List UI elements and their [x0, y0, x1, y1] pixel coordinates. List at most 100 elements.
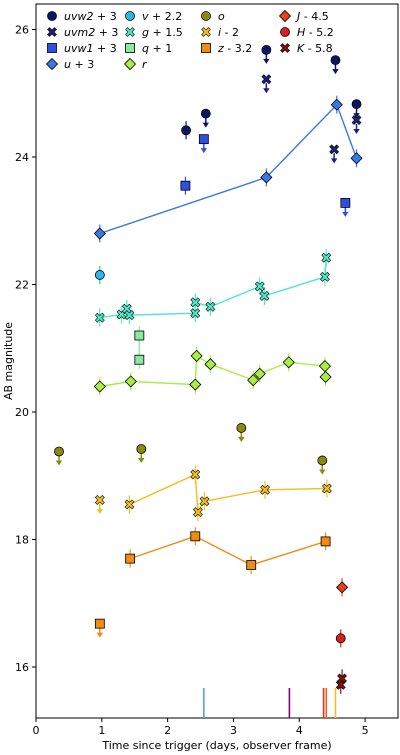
data-point [181, 125, 191, 136]
upper-limit-arrow [96, 627, 104, 638]
x-tick-label: 0 [33, 724, 40, 737]
legend-marker [125, 27, 135, 37]
data-point [260, 484, 270, 495]
data-point [94, 270, 105, 280]
data-point [124, 375, 137, 388]
data-point [321, 483, 332, 494]
legend-label: z - 3.2 [217, 42, 252, 55]
data-point [259, 291, 270, 301]
legend-marker [278, 9, 292, 23]
legend-marker [280, 27, 290, 37]
legend-marker [47, 43, 57, 53]
legend-marker [201, 11, 211, 21]
legend-marker [201, 43, 211, 53]
data-point [124, 310, 135, 321]
upper-limit-arrow [263, 83, 270, 94]
upper-limit-point [94, 495, 105, 505]
data-point [335, 679, 346, 690]
legend-marker [280, 43, 290, 53]
legend-label: K - 5.8 [297, 42, 333, 55]
legend-label: uvw2 + 3 [64, 10, 117, 23]
data-point [335, 633, 346, 644]
data-point [320, 271, 330, 282]
data-point [180, 180, 191, 191]
legend-label: v + 2.2 [142, 10, 182, 23]
data-point [190, 308, 201, 319]
plot-area: 0 1 2 3 4 5 16 18 20 22 24 26 [15, 3, 399, 737]
y-axis-title: AB magnitude [2, 322, 15, 400]
data-point [190, 469, 201, 480]
data-point [318, 360, 332, 373]
y-tick-label: 20 [15, 406, 29, 419]
data-point [253, 367, 266, 380]
upper-limit-arrow [319, 464, 326, 475]
upper-limit-arrow [238, 431, 245, 442]
data-point [189, 378, 202, 391]
legend-label: o [218, 10, 225, 23]
upper-limit-arrow [96, 503, 104, 514]
legend-marker [47, 11, 57, 21]
data-point [350, 152, 363, 165]
legend-label: J - 4.5 [295, 10, 329, 23]
upper-limit-arrow [138, 452, 145, 463]
upper-limit-arrow [330, 153, 338, 164]
legend: uvw2 + 3 uvm2 + 3 uvw1 + 3 u + 3 v + 2.2 g + … [45, 9, 334, 71]
data-point [320, 536, 331, 547]
x-tick-label: 2 [164, 724, 171, 737]
upper-limit-point [198, 134, 209, 145]
data-point [124, 499, 135, 510]
legend-label: uvm2 + 3 [64, 26, 118, 39]
legend-label: r [142, 58, 148, 71]
upper-limit-arrow [353, 108, 360, 119]
legend-label: i - 2 [218, 26, 239, 39]
upper-limit-point [261, 74, 272, 85]
upper-limit-arrow [202, 117, 210, 128]
x-axis-title: Time since trigger (days, observer frame… [101, 739, 331, 752]
data-point [330, 98, 343, 111]
data-point [199, 496, 210, 507]
x-tick-label: 1 [98, 724, 105, 737]
y-tick-label: 22 [15, 279, 29, 292]
data-point [192, 507, 203, 518]
data-point [337, 673, 347, 684]
data-point [190, 531, 201, 542]
data-point [190, 297, 201, 308]
data-point [204, 358, 217, 371]
series-line [129, 473, 327, 515]
y-tick-label: 18 [15, 534, 29, 547]
series-line [129, 535, 326, 566]
data-point [319, 370, 332, 384]
upper-limit-point [200, 108, 211, 119]
upper-limit-point [236, 423, 247, 433]
data-point [134, 330, 145, 341]
data-point [335, 581, 349, 594]
data-point [321, 252, 332, 263]
data-point [247, 374, 260, 387]
legend-label: H - 5.2 [297, 26, 334, 39]
legend-label: uvw1 + 3 [64, 42, 117, 55]
legend-label: u + 3 [64, 58, 94, 71]
upper-limit-point [351, 115, 362, 125]
series-line [99, 103, 358, 235]
legend-marker [201, 27, 211, 37]
upper-limit-point [94, 618, 105, 629]
upper-limit-arrow [55, 455, 63, 466]
legend-marker [123, 57, 137, 71]
legend-marker [125, 11, 135, 21]
upper-limit-arrow [332, 64, 339, 75]
upper-limit-arrow [353, 124, 360, 135]
legend-marker [125, 43, 135, 53]
legend-label: g + 1.5 [142, 26, 183, 39]
data-point [94, 312, 105, 323]
data-point [125, 553, 136, 564]
upper-limit-point [340, 197, 351, 208]
upper-limit-point [136, 444, 147, 454]
upper-limit-arrow [342, 206, 349, 217]
upper-limit-point [317, 455, 328, 466]
data-point [246, 560, 257, 570]
upper-limit-point [329, 144, 340, 155]
data-point [93, 380, 106, 393]
plot-frame [35, 3, 399, 719]
data-point [190, 349, 203, 362]
